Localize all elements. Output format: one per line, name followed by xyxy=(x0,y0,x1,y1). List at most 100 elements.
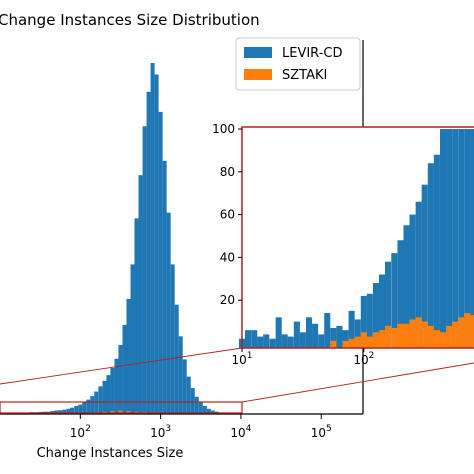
inset-bar-sztaki xyxy=(446,325,453,348)
inset-frame xyxy=(241,126,474,349)
inset-bar-levir-cd xyxy=(244,330,252,348)
zoom-region-box xyxy=(0,401,243,414)
inset-bar-levir-cd xyxy=(336,325,343,348)
inset-bar-sztaki xyxy=(391,328,398,348)
inset-bar-levir-cd xyxy=(342,330,349,348)
histogram-bar-levir-cd xyxy=(182,359,187,414)
histogram-bar-levir-cd xyxy=(178,336,183,414)
inset-y-tick-label: 80 xyxy=(220,165,235,179)
inset-bar-levir-cd xyxy=(287,336,294,348)
histogram-bar-levir-cd xyxy=(146,91,151,414)
histogram-bar-levir-cd xyxy=(54,410,59,414)
histogram-bar-levir-cd xyxy=(74,405,79,414)
histogram-bar-levir-cd xyxy=(202,405,207,414)
inset-y-tick-label: 60 xyxy=(220,208,235,222)
histogram-bar-levir-cd xyxy=(166,212,171,414)
inset-bar-levir-cd xyxy=(421,184,428,348)
inset-bar-sztaki xyxy=(415,317,422,348)
legend-swatch-sztaki xyxy=(244,69,272,80)
inset-bar-sztaki xyxy=(421,321,428,348)
histogram-bar-levir-cd xyxy=(118,344,123,414)
histogram-bar-levir-cd xyxy=(154,74,159,415)
histogram-bar-levir-cd xyxy=(78,404,83,414)
inset-bar-levir-cd xyxy=(403,225,410,348)
inset-bar-sztaki xyxy=(366,336,373,348)
main-histogram-bars xyxy=(22,63,235,415)
inset-bar-levir-cd xyxy=(269,338,276,348)
inset-bar-sztaki xyxy=(409,319,416,348)
inset-bar-levir-cd xyxy=(440,129,447,348)
histogram-bar-levir-cd xyxy=(86,399,91,414)
legend-swatch-levir-cd xyxy=(244,47,272,58)
histogram-bar-levir-cd xyxy=(198,401,203,414)
inset-bar-levir-cd xyxy=(360,295,367,348)
inset-bar-levir-cd xyxy=(378,274,386,348)
inset-bar-sztaki xyxy=(433,330,440,348)
inset-bar-levir-cd xyxy=(446,129,453,348)
inset-bar-levir-cd xyxy=(452,129,459,348)
inset-bar-levir-cd xyxy=(330,328,337,348)
inset-histogram-bars xyxy=(238,129,474,348)
x-tick-label: 105 xyxy=(311,424,332,440)
histogram-bar-levir-cd xyxy=(114,358,119,414)
histogram-bar-levir-cd xyxy=(210,410,215,414)
histogram-bar-levir-cd xyxy=(90,396,95,414)
inset-bar-levir-cd xyxy=(293,321,300,348)
histogram-bar-levir-cd xyxy=(138,175,143,414)
histogram-bar-levir-cd xyxy=(186,376,191,414)
inset-bar-sztaki xyxy=(342,340,349,348)
inset-bar-levir-cd xyxy=(312,323,319,348)
inset-bar-levir-cd xyxy=(391,253,398,348)
x-tick-label: 103 xyxy=(150,424,171,440)
inset-bar-sztaki xyxy=(378,330,386,348)
inset-bar-levir-cd xyxy=(366,293,373,348)
inset-bar-levir-cd xyxy=(384,261,392,348)
inset-bar-levir-cd xyxy=(464,129,471,348)
histogram-bar-levir-cd xyxy=(58,410,63,414)
histogram-bar-levir-cd xyxy=(142,126,147,414)
inset-y-tick-label: 40 xyxy=(220,250,235,264)
inset-bar-levir-cd xyxy=(470,129,474,348)
histogram-bar-levir-cd xyxy=(174,304,179,414)
inset-bar-sztaki xyxy=(330,340,337,348)
inset-y-tick-label: 100 xyxy=(212,122,235,136)
histogram-bar-levir-cd xyxy=(126,298,131,414)
inset-bar-levir-cd xyxy=(433,154,440,348)
histogram-bar-levir-cd xyxy=(102,380,107,414)
inset-bar-levir-cd xyxy=(348,310,355,348)
zoom-connector-line xyxy=(0,347,243,385)
inset-bar-levir-cd xyxy=(458,129,465,348)
inset-bar-sztaki xyxy=(360,332,367,348)
inset-bar-levir-cd xyxy=(427,163,434,348)
x-tick-label: 104 xyxy=(230,424,251,440)
inset-bar-levir-cd xyxy=(397,240,404,348)
inset-y-tick-label: 20 xyxy=(220,293,235,307)
inset-bar-sztaki xyxy=(458,317,465,348)
x-tick-label: 102 xyxy=(70,424,91,440)
inset-bar-levir-cd xyxy=(318,334,325,348)
histogram-bar-levir-cd xyxy=(158,111,163,415)
inset-bar-levir-cd xyxy=(354,319,361,348)
inset-bar-sztaki xyxy=(354,336,361,348)
histogram-bar-levir-cd xyxy=(170,264,175,414)
x-axis-label: Change Instances Size xyxy=(37,446,184,461)
inset-bar-levir-cd xyxy=(373,283,380,348)
inset-bar-sztaki xyxy=(427,325,434,348)
legend-label-sztaki: SZTAKI xyxy=(282,68,327,83)
inset-bar-sztaki xyxy=(464,313,471,348)
inset-bar-sztaki xyxy=(440,332,447,348)
histogram-bar-levir-cd xyxy=(110,367,115,414)
histogram-bar-levir-cd xyxy=(150,63,155,415)
inset-bar-levir-cd xyxy=(415,201,422,348)
inset-bar-sztaki xyxy=(373,332,380,348)
inset-bar-sztaki xyxy=(384,325,392,348)
histogram-bar-levir-cd xyxy=(194,396,199,414)
inset-bar-sztaki xyxy=(348,338,355,348)
inset-x-ticks: 101 102 xyxy=(231,348,374,367)
legend: LEVIR-CD SZTAKI xyxy=(235,37,361,91)
histogram-bar-levir-cd xyxy=(66,408,71,414)
chart-title: Change Instances Size Distribution xyxy=(0,11,260,29)
inset-bar-sztaki xyxy=(452,321,459,348)
inset-bar-levir-cd xyxy=(257,336,264,348)
